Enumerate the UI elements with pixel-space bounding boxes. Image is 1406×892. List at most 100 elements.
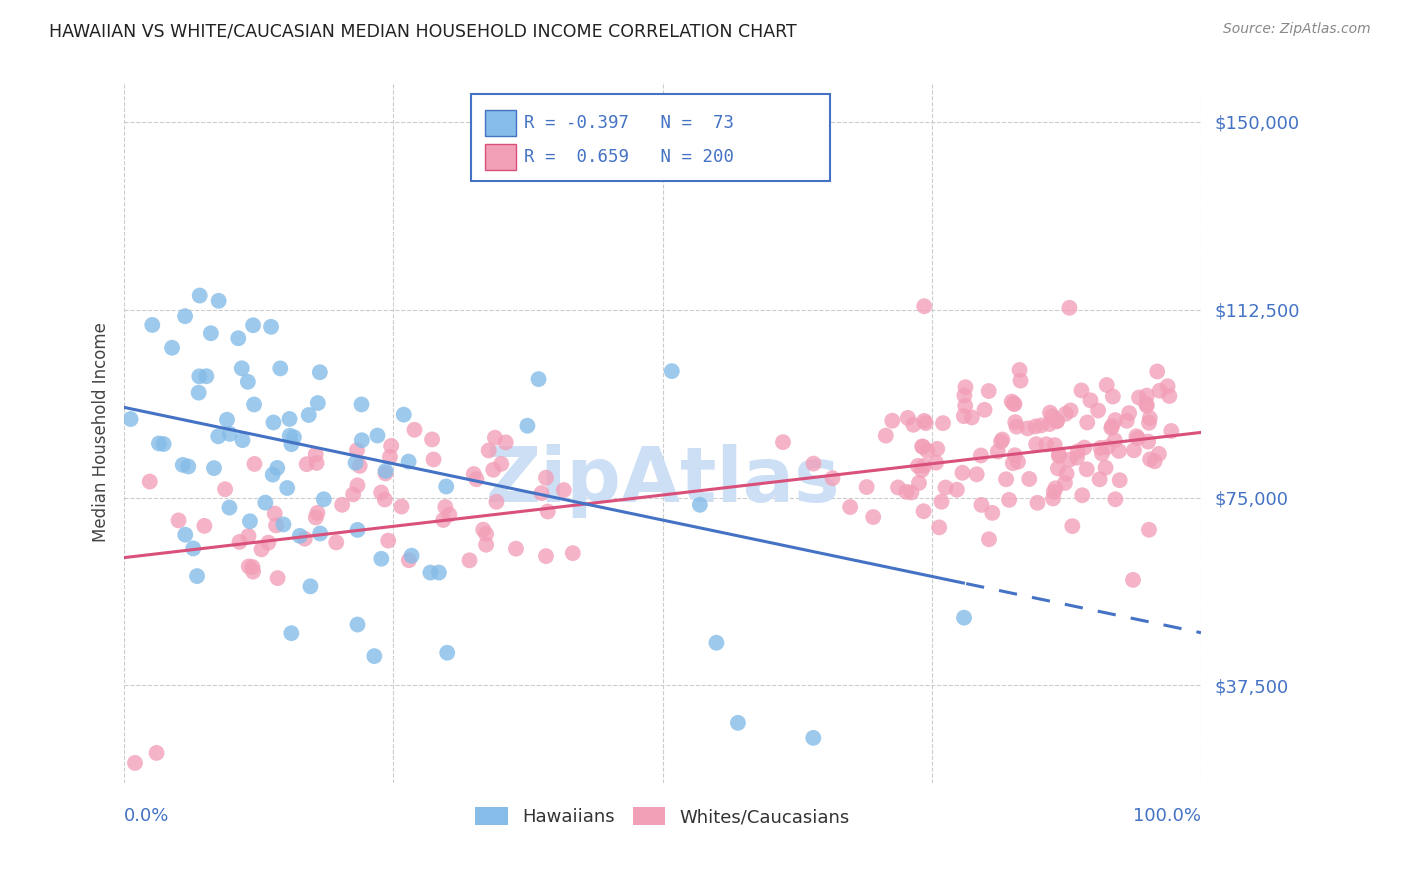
Point [1001, 394, 1024, 409]
Point [218, 500, 240, 515]
Point [419, 566, 441, 580]
Point [839, 500, 862, 514]
Point [1002, 396, 1025, 410]
Point [226, 331, 249, 345]
Point [160, 341, 183, 355]
Point [239, 514, 262, 528]
Point [1149, 384, 1171, 398]
Point [1126, 431, 1149, 445]
Point [952, 466, 974, 480]
Point [177, 459, 200, 474]
Text: 0.0%: 0.0% [124, 807, 170, 825]
Point [242, 560, 264, 574]
Point [1104, 413, 1126, 427]
Point [911, 440, 934, 454]
Point [1046, 414, 1069, 428]
Point [1115, 414, 1137, 428]
Point [398, 553, 420, 567]
Point [243, 397, 266, 411]
Point [195, 369, 218, 384]
Point [1139, 452, 1161, 467]
Point [231, 433, 253, 447]
Point [377, 533, 399, 548]
Point [505, 541, 527, 556]
Text: 100.0%: 100.0% [1133, 807, 1201, 825]
Point [1156, 379, 1178, 393]
Point [380, 439, 402, 453]
Point [1088, 472, 1111, 486]
Point [970, 498, 993, 512]
Point [661, 364, 683, 378]
Point [1143, 454, 1166, 468]
Point [537, 504, 560, 518]
Point [1090, 441, 1112, 455]
Point [1004, 397, 1026, 411]
Text: R = -0.397   N =  73: R = -0.397 N = 73 [524, 114, 734, 132]
Point [862, 510, 884, 524]
Point [280, 626, 302, 640]
Point [1104, 434, 1126, 448]
Point [875, 428, 897, 442]
Point [465, 472, 488, 486]
Point [896, 484, 918, 499]
Point [1139, 411, 1161, 425]
Point [1067, 444, 1090, 458]
Point [1010, 374, 1032, 388]
Text: R =  0.659   N = 200: R = 0.659 N = 200 [524, 148, 734, 166]
Point [953, 409, 976, 423]
Legend: Hawaiians, Whites/Caucasians: Hawaiians, Whites/Caucasians [468, 800, 858, 833]
Point [1024, 419, 1046, 434]
Point [897, 411, 920, 425]
Point [266, 461, 288, 475]
Point [882, 414, 904, 428]
Point [1005, 419, 1028, 434]
Point [1031, 418, 1053, 433]
Point [250, 542, 273, 557]
Point [278, 428, 301, 442]
Point [346, 478, 368, 492]
Point [772, 435, 794, 450]
Point [346, 443, 368, 458]
Point [1040, 409, 1063, 423]
Point [298, 408, 321, 422]
Point [1097, 440, 1119, 454]
Point [370, 485, 392, 500]
Point [1038, 417, 1060, 431]
Point [1108, 473, 1130, 487]
Point [378, 450, 401, 464]
Point [280, 437, 302, 451]
Point [238, 529, 260, 543]
Point [254, 495, 277, 509]
Point [1095, 378, 1118, 392]
Point [912, 299, 935, 313]
Point [238, 559, 260, 574]
Point [953, 399, 976, 413]
Point [1025, 437, 1047, 451]
Point [912, 458, 935, 473]
Point [242, 565, 264, 579]
Point [422, 452, 444, 467]
Point [1136, 399, 1159, 413]
Point [308, 365, 330, 379]
Point [1137, 434, 1160, 449]
Point [1076, 462, 1098, 476]
Point [1073, 441, 1095, 455]
Point [307, 396, 329, 410]
Point [458, 553, 481, 567]
Point [1062, 519, 1084, 533]
Point [516, 418, 538, 433]
Point [927, 442, 949, 456]
Point [174, 309, 197, 323]
Point [374, 467, 396, 481]
Point [1007, 455, 1029, 469]
Point [887, 480, 910, 494]
Point [269, 361, 291, 376]
Text: Source: ZipAtlas.com: Source: ZipAtlas.com [1223, 22, 1371, 37]
Point [188, 369, 211, 384]
Point [264, 518, 287, 533]
Point [912, 504, 935, 518]
Point [801, 731, 824, 745]
Point [991, 433, 1014, 447]
Y-axis label: Median Household Income: Median Household Income [93, 323, 110, 542]
Point [346, 617, 368, 632]
